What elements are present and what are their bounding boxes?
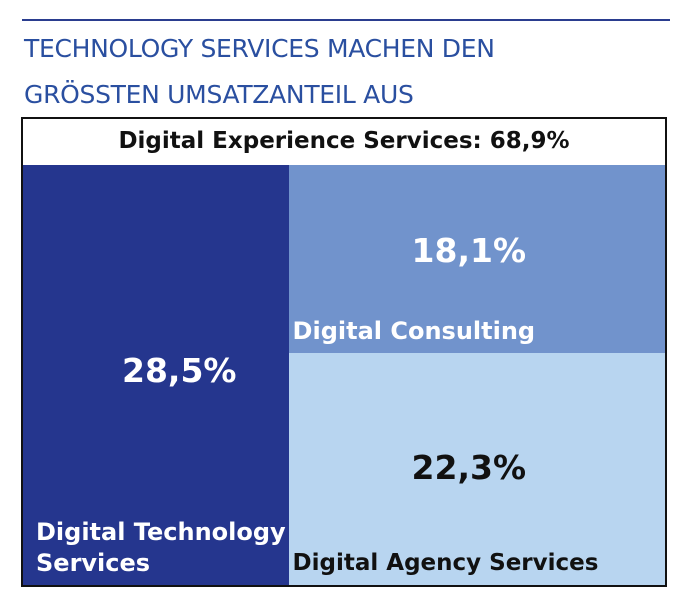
chart-title-line-2: GRÖSSTEN UMSATZANTEIL AUS <box>24 80 414 109</box>
group-header: Digital Experience Services: 68,9% <box>23 119 665 165</box>
tile-value: 28,5% <box>122 351 237 390</box>
chart-title-line-1: TECHNOLOGY SERVICES MACHEN DEN <box>24 34 495 63</box>
treemap: Digital Experience Services: 68,9% 28,5%… <box>21 117 667 587</box>
top-rule <box>22 19 670 21</box>
chart-title: TECHNOLOGY SERVICES MACHEN DEN GRÖSSTEN … <box>24 26 664 118</box>
tile-digital-consulting: 18,1% Digital Consulting <box>288 165 665 354</box>
tile-label: Digital Consulting <box>292 317 536 346</box>
tile-label: Digital Technology Services <box>36 518 286 577</box>
tile-value: 22,3% <box>411 448 527 488</box>
tile-value: 18,1% <box>411 231 527 270</box>
tile-label: Digital Agency Services <box>292 549 599 576</box>
tile-digital-agency-services: 22,3% Digital Agency Services <box>288 353 665 585</box>
tile-digital-technology-services: 28,5% Digital Technology Services <box>23 165 289 585</box>
